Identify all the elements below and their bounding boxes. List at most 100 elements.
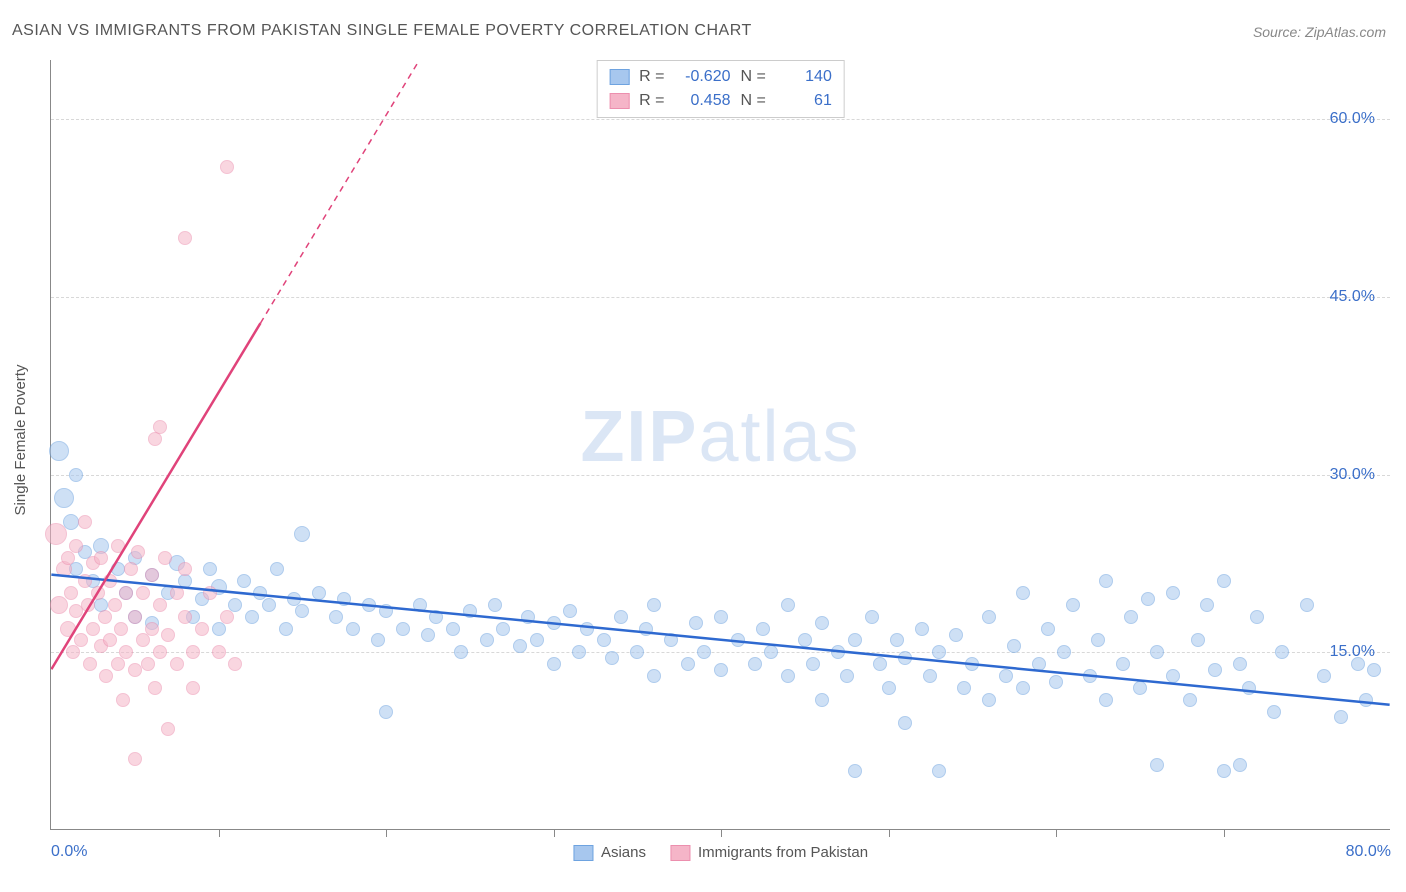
data-point <box>1057 645 1071 659</box>
data-point <box>1250 610 1264 624</box>
data-point <box>949 628 963 642</box>
data-point <box>136 633 150 647</box>
data-point <box>153 598 167 612</box>
data-point <box>932 764 946 778</box>
data-point <box>228 657 242 671</box>
data-point <box>178 562 192 576</box>
data-point <box>689 616 703 630</box>
x-tick-mark <box>1224 829 1225 837</box>
data-point <box>262 598 276 612</box>
data-point <box>714 610 728 624</box>
data-point <box>141 657 155 671</box>
data-point <box>83 657 97 671</box>
data-point <box>220 610 234 624</box>
data-point <box>530 633 544 647</box>
data-point <box>270 562 284 576</box>
data-point <box>295 604 309 618</box>
data-point <box>1267 705 1281 719</box>
data-point <box>116 693 130 707</box>
data-point <box>1166 669 1180 683</box>
legend-stats-row-0: R = -0.620 N = 140 <box>609 65 832 89</box>
legend-stats-row-1: R = 0.458 N = 61 <box>609 89 832 113</box>
data-point <box>170 586 184 600</box>
data-point <box>312 586 326 600</box>
data-point <box>957 681 971 695</box>
data-point <box>153 645 167 659</box>
data-point <box>1233 657 1247 671</box>
data-point <box>195 622 209 636</box>
data-point <box>547 657 561 671</box>
data-point <box>66 645 80 659</box>
data-point <box>806 657 820 671</box>
data-point <box>111 657 125 671</box>
data-point <box>145 568 159 582</box>
data-point <box>580 622 594 636</box>
data-point <box>480 633 494 647</box>
legend-r-value-1: 0.458 <box>675 89 731 113</box>
legend-r-label: R = <box>639 65 664 89</box>
data-point <box>1141 592 1155 606</box>
x-tick-mark <box>889 829 890 837</box>
data-point <box>128 663 142 677</box>
data-point <box>1217 764 1231 778</box>
data-point <box>664 633 678 647</box>
data-point <box>547 616 561 630</box>
data-point <box>108 598 122 612</box>
data-point <box>831 645 845 659</box>
data-point <box>513 639 527 653</box>
data-point <box>898 651 912 665</box>
data-point <box>178 231 192 245</box>
data-point <box>103 633 117 647</box>
data-point <box>865 610 879 624</box>
data-point <box>647 598 661 612</box>
data-point <box>161 722 175 736</box>
x-tick-mark <box>1056 829 1057 837</box>
data-point <box>915 622 929 636</box>
data-point <box>396 622 410 636</box>
data-point <box>119 586 133 600</box>
data-point <box>1191 633 1205 647</box>
data-point <box>237 574 251 588</box>
data-point <box>81 598 95 612</box>
data-point <box>203 562 217 576</box>
data-point <box>1233 758 1247 772</box>
x-tick-label: 0.0% <box>51 843 87 861</box>
data-point <box>1049 675 1063 689</box>
data-point <box>1099 574 1113 588</box>
data-point <box>815 616 829 630</box>
data-point <box>764 645 778 659</box>
data-point <box>379 705 393 719</box>
data-point <box>882 681 896 695</box>
legend-swatch-1 <box>609 93 629 109</box>
data-point <box>128 752 142 766</box>
data-point <box>572 645 586 659</box>
data-point <box>781 669 795 683</box>
data-point <box>429 610 443 624</box>
data-point <box>1359 693 1373 707</box>
data-point <box>840 669 854 683</box>
data-point <box>337 592 351 606</box>
chart-title: ASIAN VS IMMIGRANTS FROM PAKISTAN SINGLE… <box>12 22 752 40</box>
data-point <box>1133 681 1147 695</box>
data-point <box>131 545 145 559</box>
data-point <box>245 610 259 624</box>
data-point <box>1116 657 1130 671</box>
data-point <box>982 610 996 624</box>
gridline-h <box>51 297 1390 298</box>
data-point <box>74 633 88 647</box>
data-point <box>697 645 711 659</box>
data-point <box>111 539 125 553</box>
data-point <box>848 633 862 647</box>
legend-r-label: R = <box>639 89 664 113</box>
data-point <box>890 633 904 647</box>
data-point <box>815 693 829 707</box>
data-point <box>1091 633 1105 647</box>
data-point <box>186 681 200 695</box>
data-point <box>999 669 1013 683</box>
data-point <box>563 604 577 618</box>
gridline-h <box>51 652 1390 653</box>
y-tick-label: 15.0% <box>1330 643 1375 661</box>
data-point <box>114 622 128 636</box>
x-tick-mark <box>554 829 555 837</box>
data-point <box>148 681 162 695</box>
